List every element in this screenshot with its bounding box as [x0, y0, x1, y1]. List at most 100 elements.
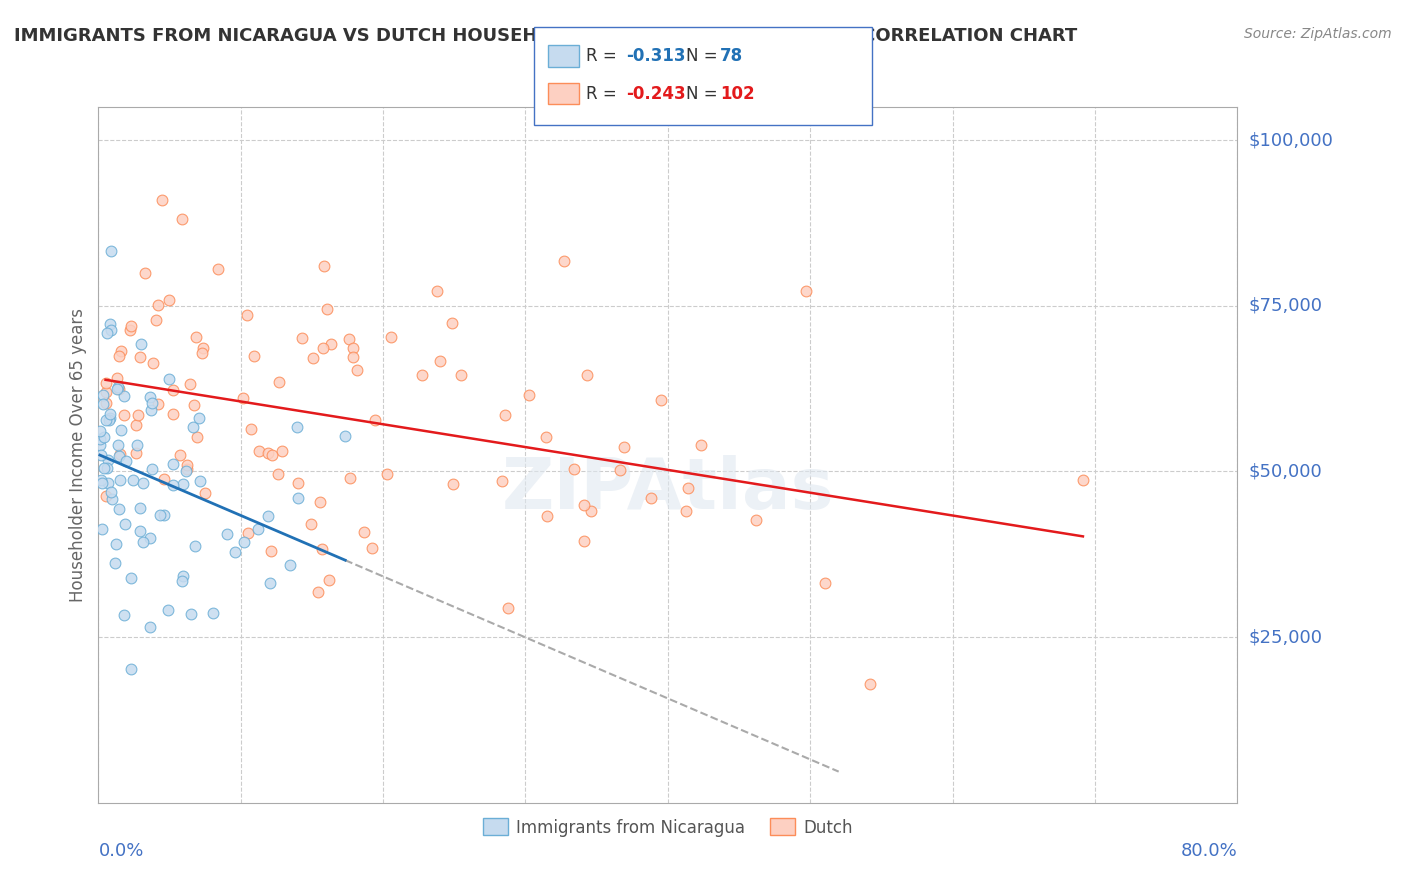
Immigrants from Nicaragua	[224, 545, 246, 559]
Immigrants from Nicaragua	[141, 396, 163, 410]
Immigrants from Nicaragua	[91, 476, 114, 491]
Immigrants from Nicaragua	[180, 607, 202, 622]
Dutch	[572, 498, 595, 512]
Immigrants from Nicaragua	[127, 438, 149, 452]
Dutch	[814, 576, 837, 591]
Dutch	[129, 350, 152, 364]
Dutch	[94, 376, 117, 390]
Dutch	[441, 477, 464, 491]
Dutch	[191, 346, 214, 360]
Dutch	[361, 541, 384, 555]
Immigrants from Nicaragua	[215, 526, 238, 541]
Dutch	[94, 395, 117, 409]
Immigrants from Nicaragua	[98, 410, 121, 425]
Dutch	[146, 397, 169, 411]
Dutch	[120, 318, 142, 333]
Immigrants from Nicaragua	[256, 508, 278, 523]
Dutch	[176, 458, 198, 472]
Text: ZIPAtlas: ZIPAtlas	[502, 455, 834, 524]
Dutch	[134, 266, 156, 280]
Dutch	[125, 446, 148, 460]
Dutch	[243, 349, 266, 363]
Immigrants from Nicaragua	[108, 501, 131, 516]
Immigrants from Nicaragua	[139, 620, 162, 634]
Dutch	[157, 293, 180, 307]
Dutch	[105, 371, 128, 385]
Dutch	[194, 485, 217, 500]
Immigrants from Nicaragua	[149, 508, 172, 522]
Dutch	[240, 421, 263, 435]
Text: 80.0%: 80.0%	[1181, 842, 1237, 860]
Dutch	[287, 476, 309, 491]
Dutch	[536, 508, 558, 523]
Dutch	[150, 193, 173, 207]
Immigrants from Nicaragua	[112, 389, 135, 403]
Immigrants from Nicaragua	[162, 478, 184, 492]
Dutch	[689, 438, 711, 452]
Dutch	[142, 356, 165, 370]
Immigrants from Nicaragua	[110, 423, 132, 437]
Immigrants from Nicaragua	[129, 524, 152, 539]
Dutch	[411, 368, 433, 382]
Dutch	[291, 331, 314, 345]
Text: N =: N =	[686, 85, 723, 103]
Dutch	[339, 470, 361, 484]
Immigrants from Nicaragua	[247, 522, 270, 536]
Dutch	[496, 600, 519, 615]
Dutch	[450, 368, 472, 382]
Immigrants from Nicaragua	[100, 244, 122, 259]
Text: IMMIGRANTS FROM NICARAGUA VS DUTCH HOUSEHOLDER INCOME OVER 65 YEARS CORRELATION : IMMIGRANTS FROM NICARAGUA VS DUTCH HOUSE…	[14, 27, 1077, 45]
Dutch	[153, 473, 176, 487]
Immigrants from Nicaragua	[98, 412, 121, 426]
Immigrants from Nicaragua	[94, 413, 117, 427]
Immigrants from Nicaragua	[89, 438, 111, 452]
Immigrants from Nicaragua	[104, 556, 127, 570]
Dutch	[613, 440, 636, 454]
Dutch	[145, 312, 167, 326]
Dutch	[311, 541, 333, 556]
Dutch	[179, 376, 201, 391]
Dutch	[169, 448, 191, 462]
Dutch	[162, 384, 184, 398]
Dutch	[562, 462, 585, 476]
Text: -0.313: -0.313	[626, 47, 685, 65]
Dutch	[267, 375, 290, 389]
Dutch	[110, 447, 132, 461]
Dutch	[640, 491, 662, 505]
Immigrants from Nicaragua	[232, 534, 254, 549]
Immigrants from Nicaragua	[115, 453, 138, 467]
Immigrants from Nicaragua	[157, 372, 180, 386]
Immigrants from Nicaragua	[101, 492, 124, 507]
Dutch	[183, 398, 205, 412]
Immigrants from Nicaragua	[100, 323, 122, 337]
Immigrants from Nicaragua	[108, 474, 131, 488]
Immigrants from Nicaragua	[107, 380, 129, 394]
Dutch	[494, 408, 516, 422]
Dutch	[112, 409, 135, 423]
Dutch	[118, 323, 141, 337]
Dutch	[236, 525, 259, 540]
Dutch	[94, 384, 117, 399]
Text: 102: 102	[720, 85, 755, 103]
Immigrants from Nicaragua	[93, 430, 115, 444]
Immigrants from Nicaragua	[89, 425, 111, 439]
Dutch	[517, 388, 540, 402]
Dutch	[207, 262, 229, 277]
Dutch	[342, 351, 364, 365]
Immigrants from Nicaragua	[162, 458, 184, 472]
Text: Source: ZipAtlas.com: Source: ZipAtlas.com	[1244, 27, 1392, 41]
Text: 78: 78	[720, 47, 742, 65]
Immigrants from Nicaragua	[100, 485, 122, 500]
Dutch	[318, 573, 340, 587]
Dutch	[441, 316, 464, 330]
Immigrants from Nicaragua	[335, 429, 357, 443]
Text: R =: R =	[586, 47, 623, 65]
Dutch	[675, 504, 697, 518]
Dutch	[375, 467, 398, 481]
Dutch	[125, 418, 148, 433]
Immigrants from Nicaragua	[120, 662, 142, 676]
Immigrants from Nicaragua	[128, 501, 150, 516]
Immigrants from Nicaragua	[107, 438, 129, 452]
Dutch	[794, 284, 817, 298]
Dutch	[94, 489, 117, 503]
